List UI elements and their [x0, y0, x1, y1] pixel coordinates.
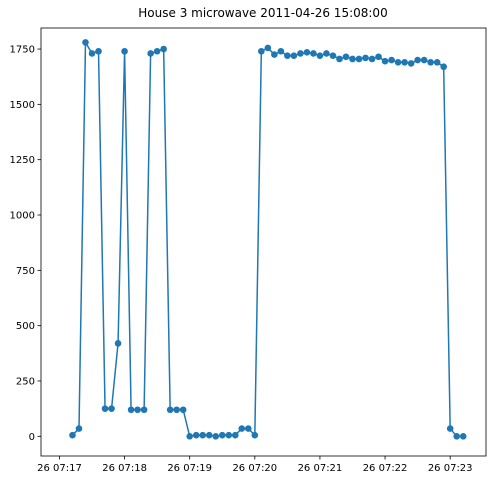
y-tick-label: 250 [16, 376, 35, 387]
data-point [69, 431, 76, 439]
data-point [231, 431, 239, 439]
data-point [323, 50, 330, 57]
data-point [316, 52, 324, 59]
data-point [245, 425, 252, 432]
data-point [349, 55, 356, 63]
data-point [355, 55, 363, 63]
x-tick-label: 26 07:18 [102, 463, 147, 474]
y-tick-label: 1750 [10, 45, 35, 56]
data-point [310, 50, 317, 57]
x-tick-label: 26 07:23 [428, 463, 473, 474]
data-point [407, 60, 415, 67]
data-point [264, 44, 272, 52]
data-point [101, 405, 109, 412]
data-point [160, 45, 167, 53]
data-point [121, 47, 128, 55]
data-point [446, 425, 454, 432]
data-point [362, 54, 369, 62]
y-tick-label: 1500 [10, 100, 35, 111]
data-point [329, 52, 337, 59]
x-tick-label: 26 07:21 [298, 463, 343, 474]
data-point [420, 56, 428, 64]
chart-title: House 3 microwave 2011-04-26 15:08:00 [138, 6, 387, 20]
plot-area [69, 39, 467, 440]
data-point [218, 431, 226, 439]
x-tick-label: 26 07:22 [363, 463, 408, 474]
data-point [186, 433, 193, 440]
data-point [342, 53, 350, 61]
x-tick-label: 26 07:17 [37, 463, 82, 474]
y-tick-label: 0 [29, 432, 35, 443]
data-point [147, 50, 154, 57]
data-point [199, 431, 207, 439]
data-point [140, 406, 148, 414]
data-point [271, 51, 278, 58]
data-point [95, 47, 102, 55]
data-point [394, 59, 402, 66]
y-tick-label: 500 [16, 321, 35, 332]
data-point [134, 406, 141, 414]
y-tick-label: 1250 [10, 155, 35, 166]
data-point [212, 433, 220, 440]
data-point [179, 406, 187, 414]
axes: 26 07:17 26 07:18 26 07:19 26 07:20 26 07:21… [10, 27, 487, 474]
data-point [127, 406, 135, 414]
x-tick-label: 26 07:20 [232, 463, 277, 474]
data-point [108, 405, 115, 412]
y-tick-label: 750 [16, 266, 35, 277]
data-point [153, 47, 161, 55]
data-point [375, 53, 382, 61]
data-point [297, 50, 304, 57]
data-point [238, 425, 246, 432]
data-point [225, 431, 233, 439]
data-point [381, 57, 389, 65]
data-point [368, 55, 376, 63]
data-point [290, 52, 298, 59]
data-point [82, 39, 89, 46]
data-point [75, 425, 83, 432]
data-point [166, 406, 174, 414]
data-point [284, 52, 291, 59]
x-tick-label: 26 07:19 [167, 463, 212, 474]
data-point [440, 63, 447, 71]
data-point [192, 431, 200, 439]
data-point [205, 431, 213, 439]
axes-frame [40, 27, 487, 457]
data-point [251, 431, 259, 439]
data-point [303, 49, 311, 56]
data-point [427, 59, 434, 66]
data-point [401, 59, 408, 66]
data-point [388, 56, 395, 64]
data-point [414, 56, 421, 64]
y-tick-label: 1000 [10, 211, 35, 222]
data-point [459, 433, 467, 440]
data-point [433, 59, 441, 66]
data-point [258, 47, 265, 55]
data-point [88, 50, 96, 57]
data-point [336, 55, 343, 63]
data-point [114, 340, 122, 347]
data-point [173, 406, 180, 414]
data-point [277, 47, 285, 55]
data-point [453, 433, 461, 440]
